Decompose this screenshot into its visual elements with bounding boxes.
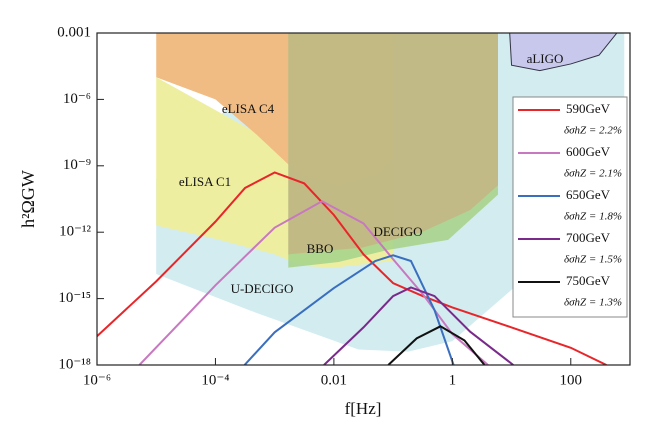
x-tick-label: 10⁻⁴	[201, 372, 229, 388]
x-tick-label: 10⁻⁶	[83, 372, 111, 388]
legend-label: 600GeV	[566, 144, 611, 159]
y-tick-label: 10⁻¹²	[59, 224, 91, 240]
x-axis-label: f[Hz]	[345, 399, 382, 418]
legend-label: 700GeV	[566, 230, 611, 245]
legend-detail: δσhZ = 1.5%	[564, 254, 622, 266]
legend-detail: δσhZ = 2.2%	[564, 125, 622, 137]
region-label: U-DECIGO	[231, 281, 294, 296]
region-label: aLIGO	[527, 51, 564, 66]
region-label: DECIGO	[373, 224, 422, 239]
y-axis-label: h²ΩGW	[18, 170, 38, 228]
y-tick-label: 10⁻¹⁵	[58, 290, 91, 306]
lines	[97, 171, 607, 365]
y-tick-label: 10⁻⁶	[63, 91, 91, 107]
series-line	[138, 200, 489, 365]
x-tick-label: 1	[449, 372, 457, 388]
y-tick-label: 10⁻⁹	[63, 157, 91, 173]
y-tick-label: 0.001	[57, 24, 91, 40]
legend-detail: δσhZ = 1.3%	[564, 297, 622, 309]
series-line	[243, 254, 455, 365]
legend-box	[512, 96, 628, 318]
region-label: BBO	[307, 241, 334, 256]
series-line	[97, 171, 607, 365]
legend-detail: δσhZ = 2.1%	[564, 168, 622, 180]
y-tick-label: 10⁻¹⁸	[58, 356, 91, 372]
region	[509, 33, 618, 72]
x-tick-label: 0.01	[321, 372, 347, 388]
legend-label: 590GeV	[566, 101, 611, 116]
series-line	[387, 325, 486, 365]
x-tick-label: 100	[560, 372, 583, 388]
legend-label: 750GeV	[566, 273, 611, 288]
legend-label: 650GeV	[566, 187, 611, 202]
region-label: eLISA C1	[179, 174, 231, 189]
region-label: eLISA C4	[222, 101, 275, 116]
series-line	[323, 286, 514, 365]
plot-frame	[96, 32, 631, 366]
legend-detail: δσhZ = 1.8%	[564, 211, 622, 223]
region	[288, 33, 498, 255]
regions	[156, 33, 625, 352]
